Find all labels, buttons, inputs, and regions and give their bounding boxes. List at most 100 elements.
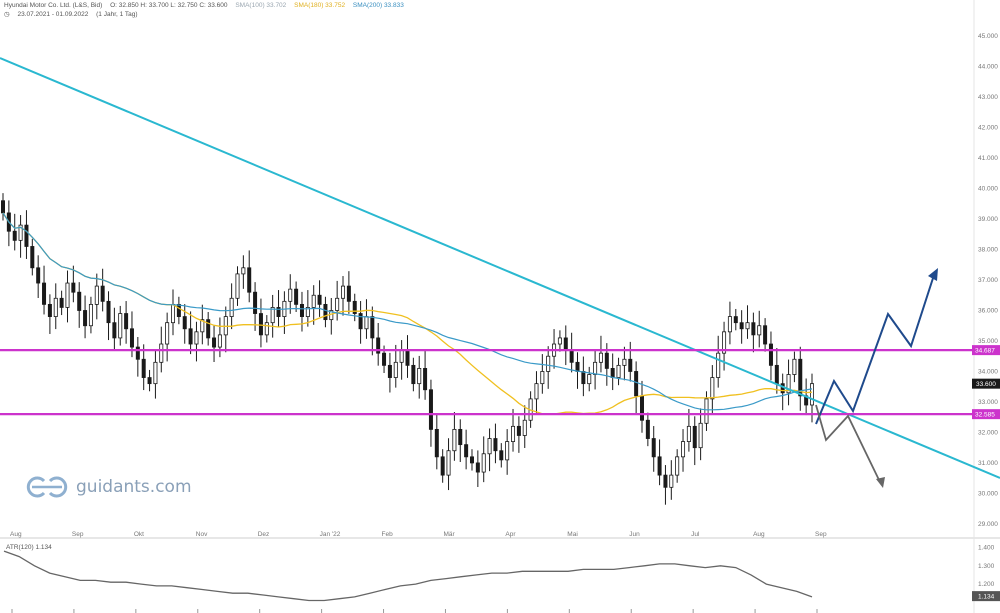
candle-body — [65, 282, 70, 308]
candle-body — [276, 307, 281, 317]
trendline — [0, 57, 1000, 479]
candle-body — [593, 361, 598, 375]
candle-body — [53, 297, 58, 317]
candle-body — [212, 337, 217, 348]
y-tick-label: 38.000 — [978, 247, 998, 254]
candle-body — [94, 285, 99, 305]
candle-body — [722, 331, 727, 354]
candle-body — [88, 303, 93, 327]
candle-body — [534, 383, 539, 400]
candle-body — [364, 316, 369, 330]
y-tick-label: 34.000 — [978, 368, 998, 375]
y-tick-label: 29.000 — [978, 521, 998, 528]
candle-body — [675, 456, 680, 476]
candle-body — [686, 425, 691, 442]
candle-body — [428, 389, 433, 430]
candle-body — [616, 364, 621, 378]
candle-body — [669, 474, 674, 488]
candle-body — [346, 285, 351, 302]
candle-body — [704, 398, 709, 424]
candle-body — [751, 322, 756, 336]
arrow-up-head-icon — [928, 268, 938, 281]
candle-body — [159, 343, 164, 363]
candle-body — [241, 267, 246, 275]
candle-body — [370, 316, 375, 339]
bearish-scenario-arrow — [815, 404, 881, 483]
candle-body — [810, 383, 815, 406]
candle-body — [575, 361, 580, 372]
atr-last-label: 1.134 — [978, 594, 995, 601]
candle-body — [604, 352, 609, 369]
candle-body — [141, 358, 146, 378]
level-label-bg — [972, 409, 1000, 420]
x-tick-label: Mai — [567, 531, 577, 538]
candle-body — [305, 307, 310, 317]
arrow-down-head-icon — [876, 477, 885, 488]
candle-body — [200, 319, 205, 333]
sma-long-line — [2, 212, 813, 411]
candle-body — [739, 322, 744, 330]
candle-body — [763, 325, 768, 345]
sma180-label: SMA(180) 33.752 — [294, 2, 346, 9]
level-label: 34.687 — [975, 348, 995, 355]
candle-body — [692, 425, 697, 449]
y-tick-label: 41.000 — [978, 155, 998, 162]
candle-body — [299, 303, 304, 317]
atr-line — [3, 550, 813, 602]
candle-body — [423, 368, 428, 391]
candle-body — [634, 371, 639, 397]
candle-body — [774, 364, 779, 385]
candle-body — [288, 288, 293, 302]
sma100-label: SMA(100) 33.702 — [235, 2, 287, 9]
level-label-bg — [972, 345, 1000, 356]
candle-body — [341, 285, 346, 299]
candle-body — [0, 200, 6, 214]
candle-body — [206, 319, 211, 339]
candle-body — [135, 346, 140, 360]
candle-body — [235, 273, 240, 299]
candle-body — [182, 316, 187, 330]
candle-body — [77, 291, 82, 311]
candle-body — [716, 352, 721, 378]
candle-body — [100, 285, 105, 302]
candle-body — [36, 267, 41, 284]
candle-body — [71, 282, 76, 293]
candle-body — [598, 352, 603, 363]
candle-body — [118, 313, 123, 339]
candles — [0, 193, 815, 505]
candle-body — [24, 224, 29, 247]
clock-icon: ◷ — [4, 11, 10, 18]
candle-body — [311, 294, 316, 308]
ohlc-values: O: 32.850 H: 33.700 L: 32.750 C: 33.600 — [110, 2, 228, 9]
x-tick-label: Nov — [196, 531, 208, 538]
candle-body — [376, 337, 381, 354]
candle-body — [405, 349, 410, 366]
candle-body — [657, 456, 662, 476]
candle-body — [522, 419, 527, 436]
y-tick-label: 31.000 — [978, 460, 998, 467]
x-tick-label: Sep — [72, 531, 84, 538]
y-tick-label: 36.000 — [978, 307, 998, 314]
candle-body — [481, 453, 486, 473]
candle-body — [628, 358, 633, 372]
candle-body — [253, 291, 258, 314]
x-axis: Aug Sep Okt Nov Dez Jan '22 Feb Mär Apr Mai Jun Jul… — [10, 531, 827, 613]
atr-y-tick-label: 1.300 — [978, 563, 995, 570]
candle-body — [229, 297, 234, 317]
date-range: 23.07.2021 - 01.09.2022 — [17, 11, 89, 18]
candle-body — [83, 310, 88, 327]
candle-body — [475, 462, 480, 473]
candle-body — [399, 349, 404, 363]
guidants-logo: guidants.com — [24, 476, 192, 498]
candle-body — [581, 371, 586, 385]
atr-y-tick-label: 1.200 — [978, 581, 995, 588]
candle-body — [622, 358, 627, 366]
candle-body — [546, 355, 551, 372]
sma200-label: SMA(200) 33.833 — [352, 2, 404, 9]
x-tick-label: Sep — [815, 531, 827, 538]
candle-body — [317, 294, 322, 305]
atr-panel: 1.200 1.300 1.400 1.134 — [3, 544, 1000, 602]
y-tick-label: 39.000 — [978, 216, 998, 223]
candle-body — [458, 428, 463, 446]
